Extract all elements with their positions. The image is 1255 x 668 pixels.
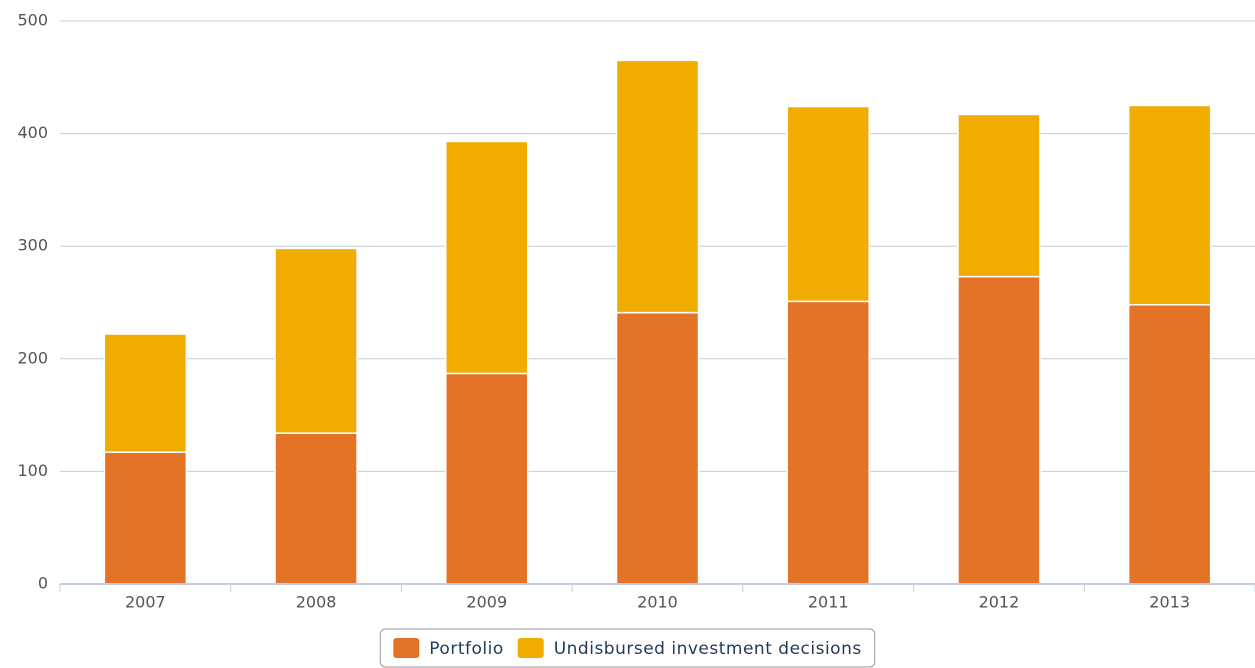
- legend-swatch: [517, 638, 544, 658]
- bar-segment: [957, 275, 1041, 585]
- x-tick-label: 2007: [125, 593, 166, 612]
- bar-segment: [445, 372, 529, 585]
- bar-segment: [274, 432, 358, 585]
- x-tick-label: 2010: [637, 593, 678, 612]
- x-tick-label: 2008: [296, 593, 337, 612]
- x-tick-label: 2009: [466, 593, 507, 612]
- legend-swatch: [393, 638, 420, 658]
- legend-label: Undisbursed investment decisions: [554, 639, 862, 659]
- y-tick-label: 200: [17, 348, 48, 367]
- bar-segment: [615, 59, 700, 314]
- bar-segment: [103, 333, 188, 454]
- legend-label: Portfolio: [429, 639, 503, 659]
- bar-segment: [786, 105, 870, 303]
- y-tick-label: 100: [17, 461, 48, 480]
- bar-segment: [274, 247, 358, 434]
- y-tick-label: 400: [17, 123, 48, 142]
- x-tick-label: 2012: [979, 593, 1020, 612]
- bar-segment: [957, 113, 1041, 278]
- y-tick-label: 500: [17, 11, 48, 30]
- legend-box: [379, 628, 876, 668]
- bar-segment: [615, 311, 700, 585]
- bar-segment: [445, 140, 529, 375]
- y-tick-label: 0: [38, 574, 48, 593]
- bar-segment: [786, 300, 870, 585]
- y-tick-label: 300: [17, 236, 48, 255]
- bar-segment: [1127, 104, 1212, 306]
- bar-segment: [103, 451, 188, 585]
- bar-segment: [1127, 304, 1212, 585]
- legend: Portfolio Undisbursed investment decision…: [393, 638, 861, 659]
- x-tick-label: 2011: [808, 593, 849, 612]
- x-tick-label: 2013: [1149, 593, 1190, 612]
